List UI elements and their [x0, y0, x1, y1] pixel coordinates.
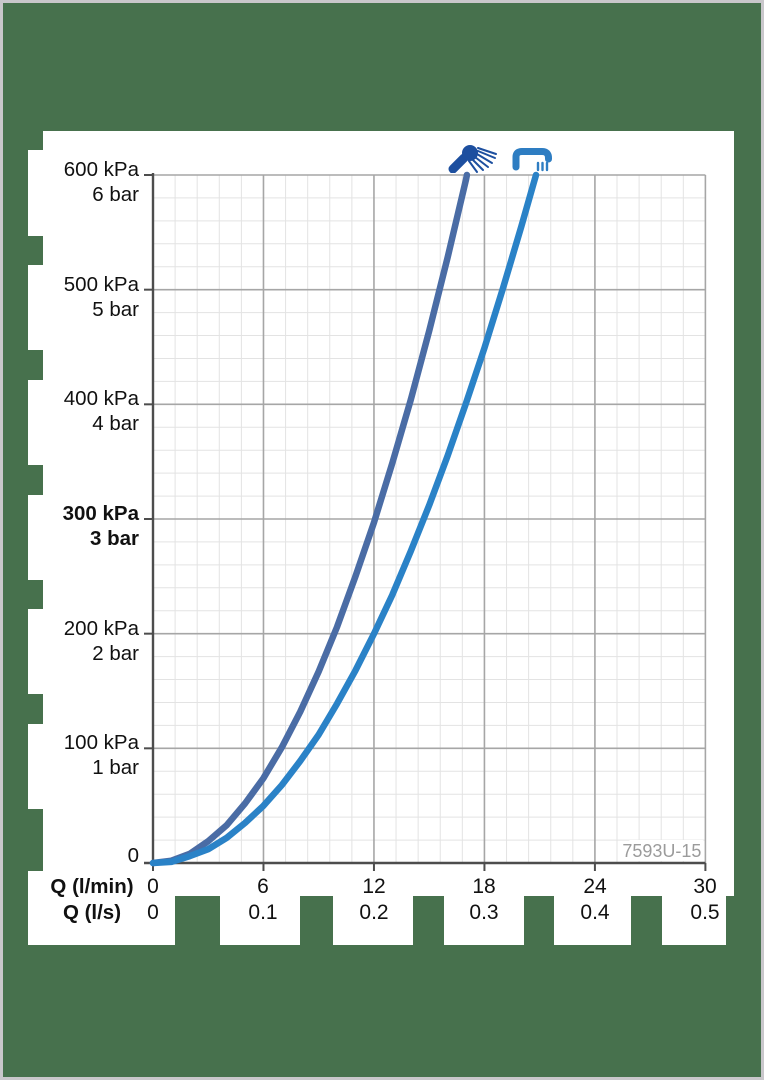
flow-header-block — [28, 871, 175, 945]
x-tick-ls-05: 0.5 — [690, 901, 720, 924]
left-tab-600 — [28, 150, 43, 236]
y-label-kpa: 400 kPa — [63, 387, 139, 410]
spout-icon — [512, 148, 552, 172]
flow-pressure-plot: 7593U-15 — [144, 171, 707, 871]
bottom-tab-12 — [333, 896, 413, 945]
left-tab-200 — [28, 609, 43, 694]
x-tick-ls-03: 0.3 — [469, 901, 499, 924]
x-tick-ls-04: 0.4 — [580, 901, 610, 924]
product-code-box — [629, 840, 704, 861]
y-label-500kpa: 500 kPa 5 bar — [33, 272, 139, 322]
x-tick-lmin-12: 12 — [362, 875, 386, 898]
y-label-zero: 0 — [127, 844, 139, 867]
x-tick-ls-0: 0 — [147, 901, 159, 924]
hand-shower-icon — [448, 145, 497, 173]
y-label-300kpa: 300 kPa 3 bar — [33, 501, 139, 551]
chart-panel — [43, 131, 734, 896]
y-label-kpa: 100 kPa — [63, 731, 139, 754]
x-tick-lmin-24: 24 — [583, 875, 607, 898]
left-tab-500 — [28, 265, 43, 350]
x-tick-lmin-18: 18 — [472, 875, 496, 898]
bottom-tab-18 — [444, 896, 524, 945]
y-label-bar: 5 bar — [92, 298, 139, 321]
y-label-400kpa: 400 kPa 4 bar — [33, 386, 139, 436]
x-tick-lmin-0: 0 — [147, 875, 159, 898]
spout-curve — [149, 171, 540, 867]
left-tab-300 — [28, 495, 43, 580]
x-header-ls: Q (l/s) — [62, 901, 122, 924]
bottom-tab-24 — [554, 896, 631, 945]
bottom-tab-30 — [662, 896, 726, 945]
x-header-lmin: Q (l/min) — [50, 875, 134, 898]
y-label-kpa: 500 kPa — [63, 273, 139, 296]
product-code: 7593U-15 — [622, 841, 701, 861]
y-label-bar: 1 bar — [92, 756, 139, 779]
hand-shower-curve — [149, 171, 471, 867]
x-tick-lmin-6: 6 — [257, 875, 269, 898]
x-tick-lmin-30: 30 — [693, 875, 717, 898]
left-tab-400 — [28, 380, 43, 465]
y-label-bar: 4 bar — [92, 412, 139, 435]
y-label-600kpa: 600 kPa 6 bar — [33, 157, 139, 207]
x-tick-ls-01: 0.1 — [248, 901, 278, 924]
left-tab-100 — [28, 724, 43, 809]
bottom-tab-6 — [220, 896, 300, 945]
y-label-kpa: 600 kPa — [63, 158, 139, 181]
y-label-bar: 6 bar — [92, 183, 139, 206]
y-label-100kpa: 100 kPa 1 bar — [33, 730, 139, 780]
y-label-bar: 3 bar — [90, 527, 139, 550]
x-tick-ls-02: 0.2 — [359, 901, 389, 924]
y-label-kpa: 200 kPa — [63, 617, 139, 640]
y-label-200kpa: 200 kPa 2 bar — [33, 616, 139, 666]
y-label-bar: 2 bar — [92, 642, 139, 665]
y-label-kpa: 300 kPa — [62, 502, 139, 525]
